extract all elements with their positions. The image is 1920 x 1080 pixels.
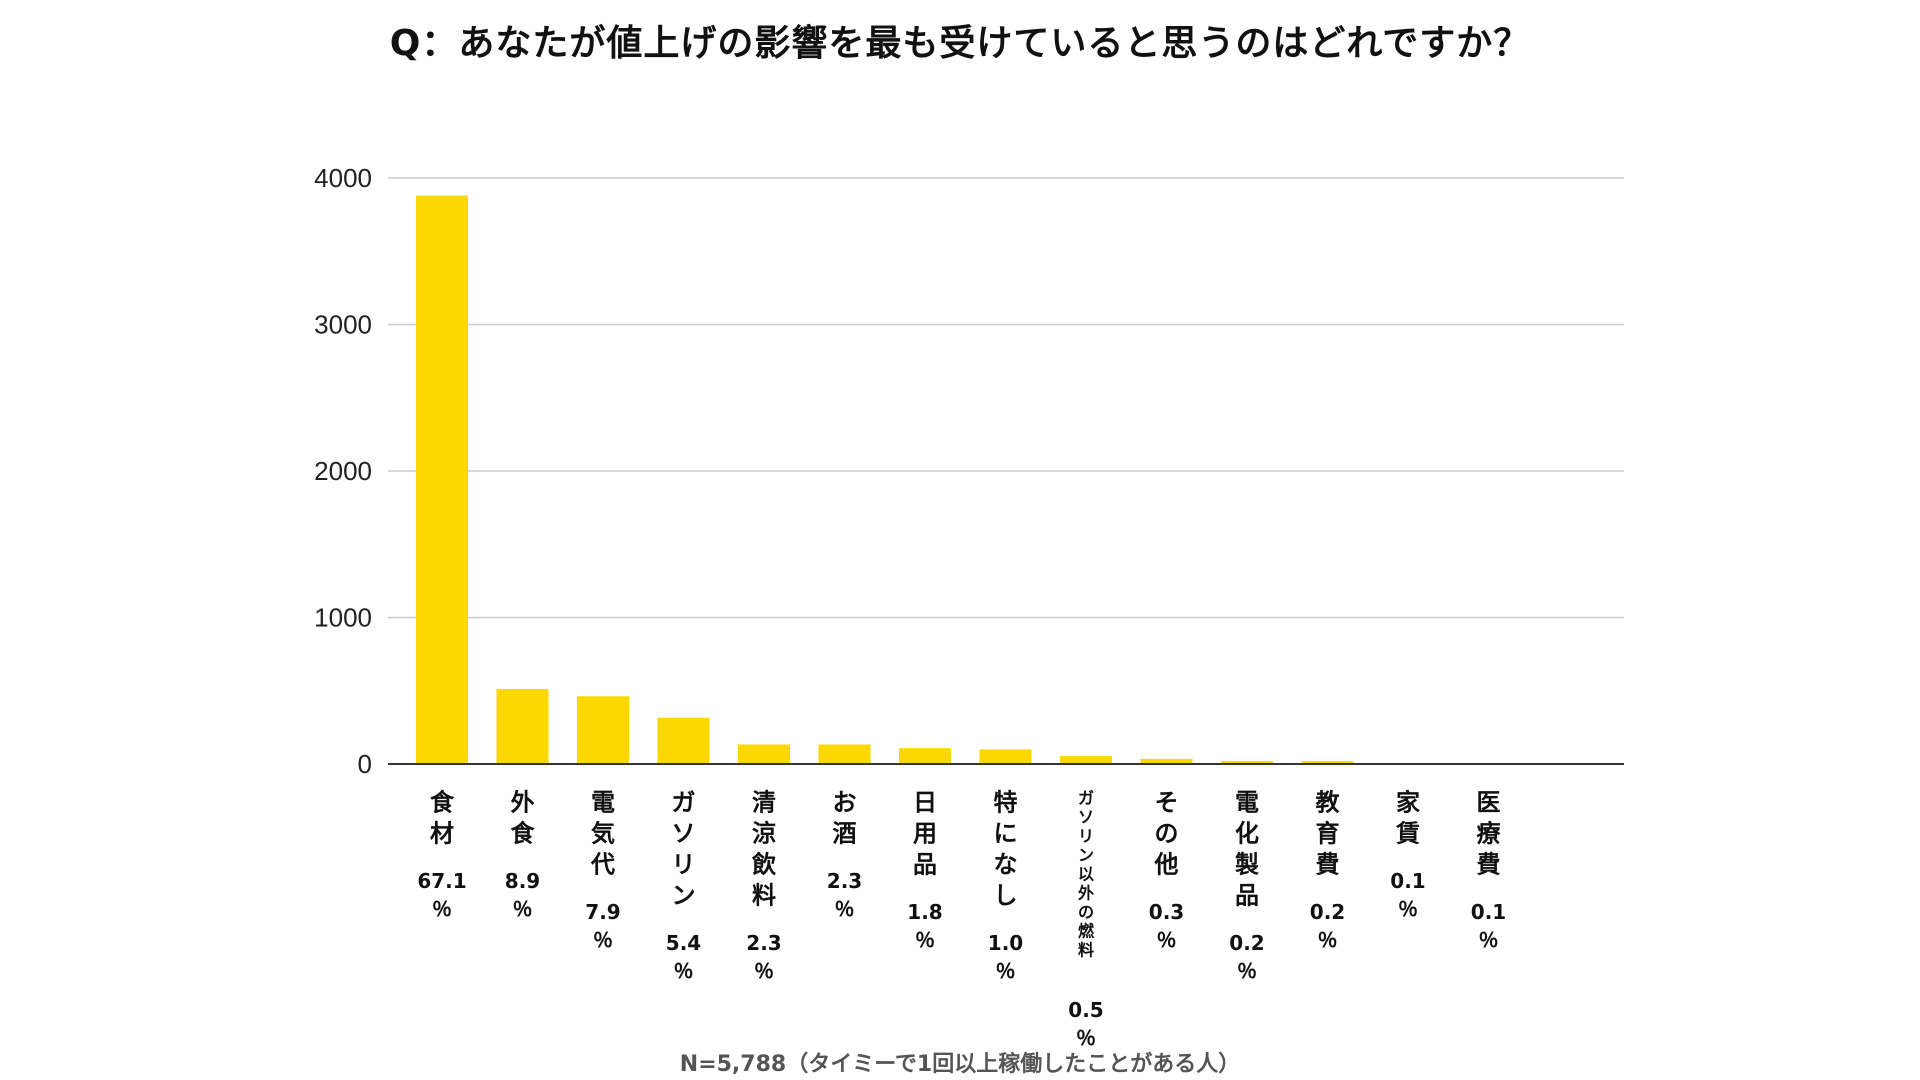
percent-label: 8.9 ％ <box>505 869 540 921</box>
percent-label: 1.0 ％ <box>988 931 1023 983</box>
sample-note: N=5,788（タイミーで1回以上稼働したことがある人） <box>679 1052 1241 1077</box>
bar <box>1060 756 1112 764</box>
bar <box>577 696 629 764</box>
percent-label: 2.3 ％ <box>746 931 781 983</box>
category-label: 清涼飲料 <box>751 788 777 909</box>
y-tick-label: 3000 <box>314 310 372 340</box>
category-label: ガソリン以外の燃料 <box>1077 789 1095 960</box>
grid-lines <box>388 177 1624 619</box>
percent-label: 1.8 ％ <box>907 900 942 952</box>
category-label: 外食 <box>511 788 536 847</box>
bar <box>1140 758 1193 764</box>
bar <box>1301 761 1354 764</box>
percent-label: 67.1 ％ <box>417 869 466 921</box>
bar <box>818 744 871 764</box>
y-tick-label: 1000 <box>314 603 372 633</box>
bar <box>657 717 710 764</box>
percent-label: 7.9 ％ <box>585 900 620 952</box>
category-label: 教育費 <box>1316 788 1341 878</box>
bar <box>738 744 790 764</box>
percent-label: 0.3 ％ <box>1149 900 1184 952</box>
bar <box>979 749 1032 764</box>
percent-label: 0.2 ％ <box>1229 931 1264 983</box>
bar <box>899 748 951 764</box>
y-tick-label: 4000 <box>314 163 372 193</box>
bars <box>416 195 1515 764</box>
percent-label: 0.1 ％ <box>1390 869 1425 921</box>
y-axis-ticks: 0 1000 2000 3000 4000 <box>314 163 372 779</box>
bar <box>496 688 549 764</box>
category-label: 家賃 <box>1395 788 1420 847</box>
category-label: 特になし <box>994 788 1018 909</box>
category-label: その他 <box>1154 788 1179 878</box>
percent-label: 0.2 ％ <box>1310 900 1345 952</box>
category-label: 食材 <box>430 788 455 847</box>
category-label: 電化製品 <box>1235 788 1259 909</box>
percent-label: 5.4 ％ <box>666 931 701 983</box>
y-tick-label: 2000 <box>314 456 372 486</box>
chart-title: Q：あなたが値上げの影響を最も受けていると思うのはどれですか？ <box>389 23 1531 64</box>
category-label: 電気代 <box>590 788 615 878</box>
percent-label: 0.1 ％ <box>1471 900 1506 952</box>
category-label: お酒 <box>833 788 857 847</box>
category-labels: 食材 67.1 ％ 外食 8.9 ％ 電気代 7.9 ％ ガソリン 5.4 ％ 清涼飲料 2.3 ％ お酒 2.… <box>417 788 1506 1050</box>
bar <box>1221 761 1273 764</box>
category-label: 医療費 <box>1477 788 1502 878</box>
percent-label: 0.5 ％ <box>1068 998 1103 1050</box>
percent-label: 2.3 ％ <box>827 869 862 921</box>
category-label: ガソリン <box>672 788 696 909</box>
bar <box>416 195 468 764</box>
category-label: 日用品 <box>913 788 937 878</box>
y-tick-label: 0 <box>358 749 372 779</box>
